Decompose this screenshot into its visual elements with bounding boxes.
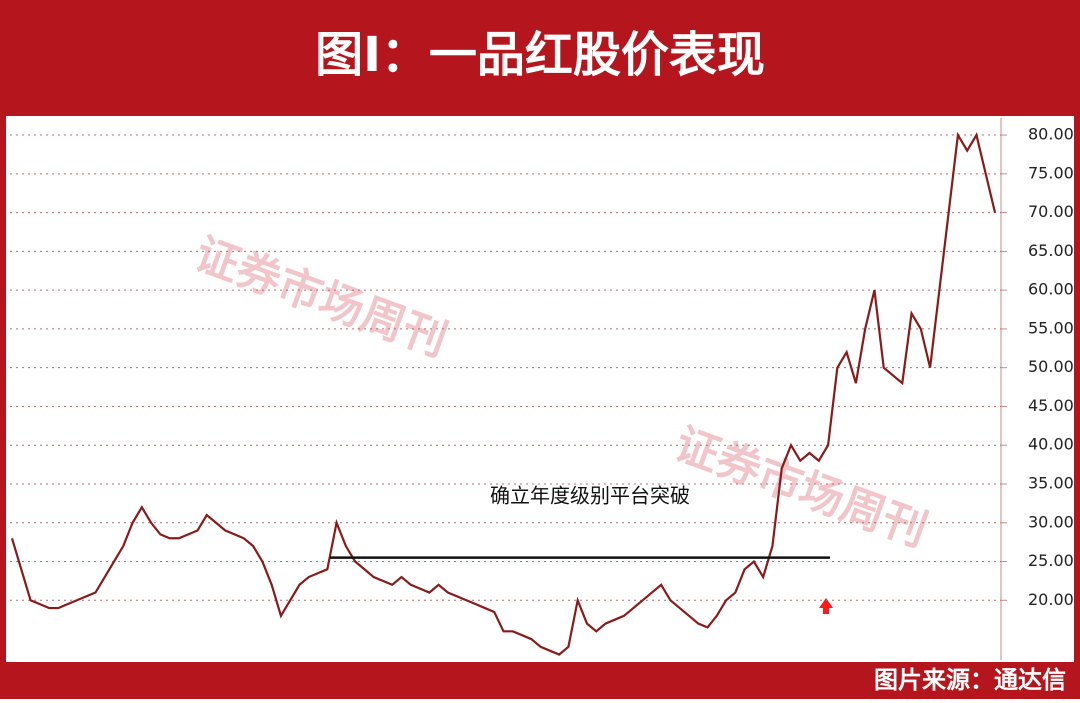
source: 图片来源：通达信 [874, 666, 1066, 694]
y-tick-label: 80.00 [1028, 125, 1074, 144]
y-tick-label: 65.00 [1028, 241, 1074, 260]
y-tick-label: 55.00 [1028, 318, 1074, 337]
y-tick-label: 25.00 [1028, 551, 1074, 570]
y-tick-label: 35.00 [1028, 473, 1074, 492]
y-tick-label: 75.00 [1028, 163, 1074, 182]
chart-title: 图I：一品红股价表现 [315, 27, 765, 83]
annotation: 确立年度级别平台突破 [490, 484, 690, 508]
y-tick-label: 70.00 [1028, 202, 1074, 221]
y-tick-label: 60.00 [1028, 280, 1074, 299]
price-line [10, 131, 997, 656]
plot-area [6, 116, 1074, 662]
y-tick-label: 30.00 [1028, 512, 1074, 531]
y-tick-label: 40.00 [1028, 435, 1074, 454]
y-tick-label: 20.00 [1028, 590, 1074, 609]
arrow [819, 598, 833, 614]
y-tick-label: 45.00 [1028, 396, 1074, 415]
y-tick-label: 50.00 [1028, 357, 1074, 376]
